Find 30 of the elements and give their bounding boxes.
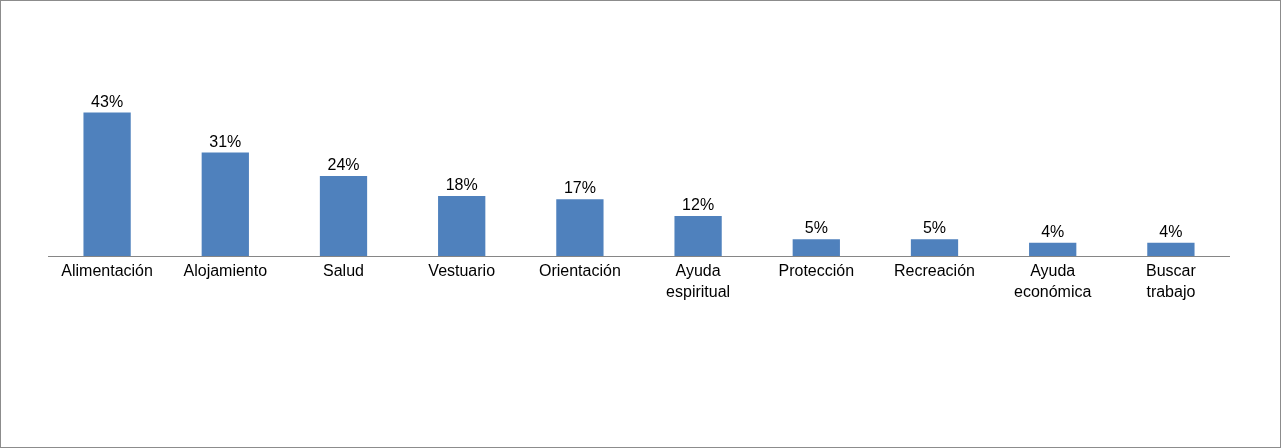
x-tick-label: Ayuda espiritual <box>666 262 731 300</box>
data-label: 31% <box>209 132 242 150</box>
data-label: 4% <box>1041 222 1065 240</box>
x-tick-label: Alojamiento <box>183 262 268 280</box>
data-label: 5% <box>804 219 828 237</box>
x-tick-label: Alimentación <box>61 262 153 280</box>
bar <box>319 175 368 256</box>
bar <box>910 239 959 256</box>
data-label: 18% <box>445 175 478 193</box>
x-tick-label: Salud <box>323 262 364 280</box>
x-tick-label: Buscar trabajo <box>1146 262 1197 300</box>
data-label: 5% <box>922 219 947 237</box>
bar <box>438 195 486 256</box>
data-label: 4% <box>1159 222 1183 240</box>
bar <box>1147 242 1195 256</box>
data-label: 43% <box>91 92 124 110</box>
x-tick-label: Protección <box>778 262 855 280</box>
data-label: 12% <box>682 195 715 213</box>
bar <box>201 152 249 256</box>
bar <box>556 199 604 256</box>
bar <box>1029 242 1077 256</box>
x-tick-label: Orientación <box>538 262 621 280</box>
x-tick-label: Ayuda económica <box>1014 262 1092 300</box>
bar <box>792 239 840 256</box>
x-tick-label: Vestuario <box>428 262 496 280</box>
data-label: 17% <box>563 179 596 197</box>
bar <box>674 215 722 256</box>
data-label: 24% <box>327 155 360 173</box>
x-tick-label: Recreación <box>894 262 975 280</box>
bar <box>83 112 131 256</box>
